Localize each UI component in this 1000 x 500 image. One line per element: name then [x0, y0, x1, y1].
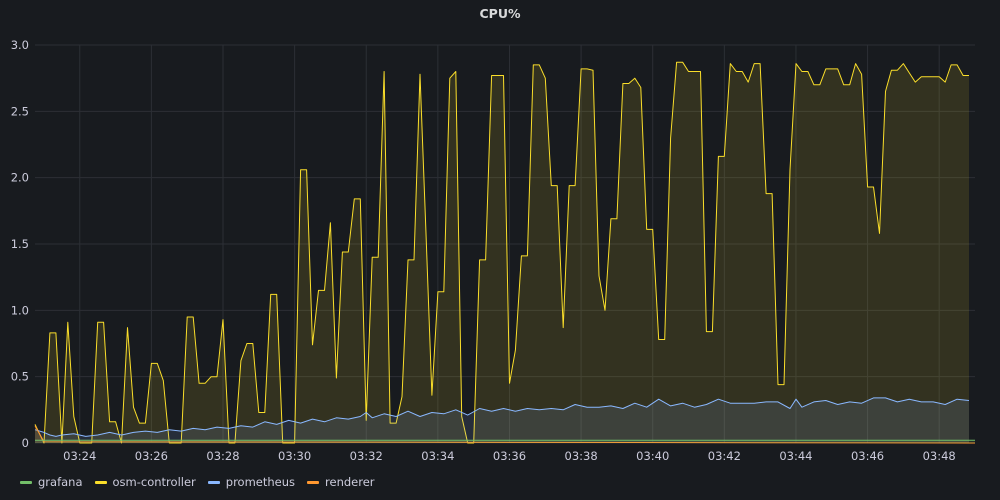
series-area-prometheus — [35, 397, 969, 443]
legend-swatch — [94, 480, 107, 484]
legend-label: grafana — [38, 475, 83, 489]
y-tick-label: 0.5 — [11, 370, 29, 384]
chart-legend: grafana osm-controller prometheus renderer — [20, 474, 387, 490]
x-tick-label: 03:48 — [923, 449, 956, 463]
x-tick-label: 03:38 — [565, 449, 598, 463]
series-line-prometheus — [34, 397, 970, 437]
y-tick-label: 1.0 — [11, 303, 29, 317]
legend-label: prometheus — [225, 475, 296, 489]
legend-item-prometheus[interactable]: prometheus — [207, 475, 296, 489]
y-tick-label: 2.5 — [11, 104, 29, 118]
y-tick-label: 2.0 — [11, 171, 29, 185]
legend-item-renderer[interactable]: renderer — [307, 475, 375, 489]
x-tick-label: 03:26 — [135, 449, 168, 463]
legend-swatch — [207, 480, 220, 484]
legend-swatch — [307, 480, 320, 484]
y-tick-label: 1.5 — [11, 237, 29, 251]
x-tick-label: 03:28 — [206, 449, 239, 463]
x-tick-label: 03:30 — [278, 449, 311, 463]
series-area-osm-controller — [35, 62, 969, 443]
y-tick-label: 3.0 — [11, 38, 29, 52]
series-line-renderer — [34, 425, 976, 444]
x-tick-label: 03:42 — [708, 449, 741, 463]
x-tick-label: 03:40 — [636, 449, 669, 463]
series-line-osm-controller — [34, 61, 969, 444]
legend-label: renderer — [325, 475, 375, 489]
chart-title: CPU% — [479, 6, 521, 21]
legend-item-grafana[interactable]: grafana — [20, 475, 83, 489]
x-tick-label: 03:24 — [63, 449, 96, 463]
legend-item-osm-controller[interactable]: osm-controller — [94, 475, 196, 489]
x-tick-label: 03:46 — [851, 449, 884, 463]
legend-label: osm-controller — [112, 475, 196, 489]
y-tick-label: 0 — [22, 436, 29, 450]
legend-swatch — [20, 480, 32, 484]
x-tick-label: 03:34 — [421, 449, 454, 463]
x-tick-label: 03:36 — [493, 449, 526, 463]
x-tick-label: 03:32 — [350, 449, 383, 463]
x-tick-label: 03:44 — [779, 449, 812, 463]
series-area-grafana — [35, 440, 975, 443]
